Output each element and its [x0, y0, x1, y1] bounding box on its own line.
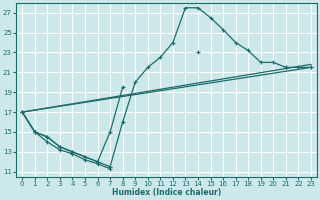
X-axis label: Humidex (Indice chaleur): Humidex (Indice chaleur) — [112, 188, 221, 197]
